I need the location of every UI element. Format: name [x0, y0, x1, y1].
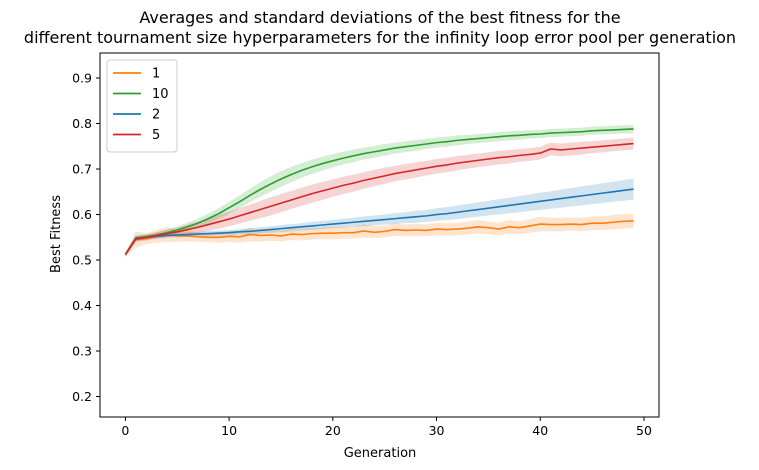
- legend-label-series-2: 2: [152, 108, 160, 123]
- mean-line-series-5: [124, 142, 634, 256]
- plot-area: [99, 52, 660, 418]
- y-axis-ticks: 0.2 0.3 0.4 0.5 0.6 0.7 0.8 0.9: [72, 71, 100, 404]
- x-tick-label: 40: [532, 423, 548, 438]
- legend-label-series-10: 10: [152, 87, 169, 102]
- std-band-series-2: [125, 178, 634, 257]
- legend-box: [106, 59, 178, 153]
- series-layer: [124, 124, 634, 258]
- y-tick-label: 0.2: [72, 389, 92, 404]
- axes-frame: [99, 52, 660, 418]
- std-band-series-5: [125, 137, 634, 257]
- legend-label-series-1: 1: [152, 67, 160, 82]
- x-tick-label: 10: [221, 423, 237, 438]
- x-tick-label: 30: [429, 423, 445, 438]
- x-axis-label: Generation: [344, 446, 417, 461]
- y-tick-label: 0.3: [72, 344, 92, 359]
- legend-label-series-5: 5: [152, 128, 160, 143]
- y-tick-label: 0.7: [72, 162, 92, 177]
- mean-line-series-2: [124, 188, 634, 255]
- y-tick-label: 0.6: [72, 207, 92, 222]
- y-tick-label: 0.4: [72, 298, 92, 313]
- mean-line-series-10: [124, 128, 634, 255]
- x-tick-label: 0: [121, 423, 129, 438]
- chart-title-line: different tournament size hyperparameter…: [24, 28, 736, 47]
- x-axis-ticks: 0 10 20 30 40 50: [121, 417, 652, 438]
- y-tick-label: 0.5: [72, 253, 92, 268]
- chart-title-line: Averages and standard deviations of the …: [139, 8, 620, 27]
- x-tick-label: 50: [636, 423, 652, 438]
- y-tick-label: 0.8: [72, 116, 92, 131]
- x-tick-label: 20: [325, 423, 341, 438]
- mean-line-series-1: [124, 220, 634, 256]
- legend: 1 10 2 5: [106, 59, 178, 153]
- std-band-series-1: [125, 213, 634, 258]
- chart-title: Averages and standard deviations of the …: [24, 8, 736, 47]
- y-tick-label: 0.9: [72, 71, 92, 86]
- y-axis-label: Best Fitness: [49, 195, 64, 273]
